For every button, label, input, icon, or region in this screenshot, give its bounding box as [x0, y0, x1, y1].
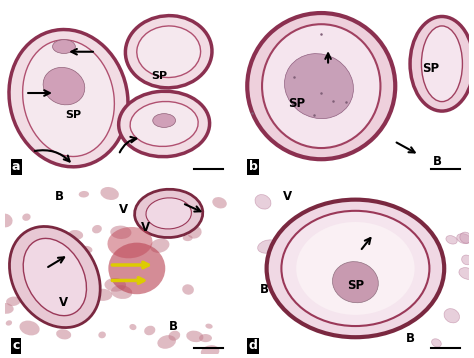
Ellipse shape	[457, 234, 471, 244]
Ellipse shape	[168, 331, 180, 341]
Text: SP: SP	[152, 71, 168, 81]
Text: SP: SP	[347, 279, 364, 292]
Ellipse shape	[462, 255, 472, 265]
Ellipse shape	[159, 195, 177, 207]
Ellipse shape	[43, 67, 85, 105]
Ellipse shape	[109, 243, 165, 294]
Ellipse shape	[22, 213, 31, 221]
Text: c: c	[12, 339, 20, 352]
Ellipse shape	[332, 262, 378, 303]
Ellipse shape	[282, 211, 429, 326]
Text: B: B	[260, 282, 269, 295]
Ellipse shape	[266, 200, 444, 337]
Text: V: V	[118, 203, 128, 216]
Ellipse shape	[410, 16, 474, 111]
Ellipse shape	[212, 197, 227, 208]
Ellipse shape	[9, 227, 100, 328]
Ellipse shape	[153, 113, 175, 127]
Text: B: B	[405, 332, 414, 345]
Ellipse shape	[10, 247, 25, 257]
Ellipse shape	[98, 332, 106, 338]
Ellipse shape	[108, 227, 153, 258]
Ellipse shape	[150, 238, 169, 253]
Ellipse shape	[421, 26, 463, 102]
Ellipse shape	[144, 326, 155, 335]
Ellipse shape	[20, 289, 35, 301]
Ellipse shape	[446, 236, 457, 244]
Ellipse shape	[104, 278, 126, 292]
Ellipse shape	[289, 280, 305, 296]
Ellipse shape	[205, 324, 213, 329]
Text: d: d	[248, 339, 257, 352]
Ellipse shape	[247, 13, 395, 159]
Text: V: V	[59, 296, 69, 309]
Ellipse shape	[92, 225, 102, 233]
Text: SP: SP	[65, 110, 81, 120]
Ellipse shape	[53, 40, 75, 53]
Ellipse shape	[43, 269, 59, 283]
Ellipse shape	[110, 226, 131, 239]
Ellipse shape	[126, 16, 212, 88]
Ellipse shape	[432, 339, 441, 347]
Ellipse shape	[284, 54, 354, 118]
Ellipse shape	[186, 331, 203, 342]
Ellipse shape	[68, 230, 83, 240]
Ellipse shape	[56, 329, 71, 339]
Ellipse shape	[183, 235, 192, 241]
Ellipse shape	[262, 24, 381, 148]
Ellipse shape	[129, 324, 137, 330]
Ellipse shape	[460, 232, 472, 243]
Text: SP: SP	[288, 97, 305, 110]
Text: B: B	[55, 190, 64, 203]
Ellipse shape	[296, 222, 415, 315]
Ellipse shape	[137, 26, 201, 78]
Ellipse shape	[29, 233, 41, 243]
Ellipse shape	[100, 187, 119, 200]
Ellipse shape	[135, 189, 203, 237]
Text: SP: SP	[422, 62, 439, 76]
Ellipse shape	[369, 277, 388, 292]
Ellipse shape	[157, 335, 176, 349]
Ellipse shape	[72, 314, 82, 321]
Ellipse shape	[69, 279, 80, 285]
Ellipse shape	[118, 91, 210, 157]
Text: b: b	[248, 160, 257, 174]
Text: a: a	[12, 160, 20, 174]
Ellipse shape	[81, 246, 92, 253]
Ellipse shape	[146, 198, 191, 229]
Text: V: V	[141, 221, 150, 233]
Ellipse shape	[199, 334, 212, 342]
Ellipse shape	[255, 194, 271, 209]
Ellipse shape	[187, 226, 201, 239]
Text: V: V	[283, 190, 292, 203]
Ellipse shape	[258, 240, 278, 253]
Ellipse shape	[23, 238, 86, 316]
Text: B: B	[433, 155, 442, 168]
Ellipse shape	[23, 40, 114, 156]
Ellipse shape	[6, 320, 12, 326]
Ellipse shape	[0, 303, 14, 314]
Ellipse shape	[201, 345, 219, 358]
Ellipse shape	[397, 295, 418, 307]
Ellipse shape	[339, 270, 347, 276]
Ellipse shape	[352, 332, 364, 339]
Ellipse shape	[0, 213, 13, 227]
Ellipse shape	[9, 29, 128, 167]
Ellipse shape	[459, 268, 474, 280]
Ellipse shape	[9, 264, 22, 274]
Ellipse shape	[444, 309, 459, 323]
Ellipse shape	[55, 233, 72, 247]
Ellipse shape	[79, 191, 89, 198]
Ellipse shape	[111, 285, 132, 299]
Ellipse shape	[182, 284, 194, 295]
Ellipse shape	[19, 320, 40, 335]
Ellipse shape	[93, 289, 112, 301]
Text: B: B	[169, 320, 178, 333]
Ellipse shape	[341, 254, 351, 263]
Ellipse shape	[6, 296, 20, 306]
Ellipse shape	[130, 102, 198, 146]
Ellipse shape	[78, 275, 86, 280]
